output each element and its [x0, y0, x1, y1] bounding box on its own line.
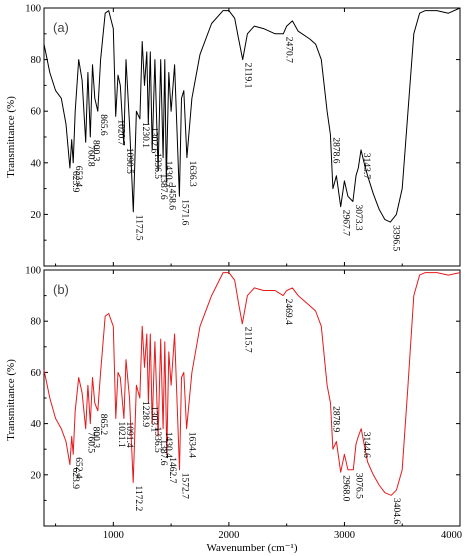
peak-label: 1430.5	[163, 161, 173, 187]
peak-label: 3143.7	[361, 153, 371, 179]
panel-label-a: (a)	[53, 20, 69, 35]
peak-label: 623.9	[70, 468, 80, 490]
peak-label: 1458.6	[166, 184, 176, 210]
peak-label: 3396.5	[390, 225, 400, 251]
peak-label: 1230.1	[140, 122, 150, 148]
x-axis-title: Wavenumber (cm⁻¹)	[207, 542, 298, 554]
peak-label: 1430.4	[163, 432, 173, 458]
x-tick-label: 3000	[334, 530, 355, 541]
peak-label: 800.3	[90, 427, 100, 449]
peak-label: 1172.2	[133, 486, 143, 512]
spectrum-line-b	[43, 272, 461, 496]
peak-label: 865.2	[98, 414, 108, 436]
peak-label: 3404.6	[391, 498, 401, 524]
peak-label: 2119.1	[243, 63, 253, 89]
y-axis-title-top: Transmittance (%)	[5, 96, 17, 178]
peak-label: 760.8	[86, 145, 96, 167]
peak-label: 2469.4	[283, 299, 293, 325]
peak-label: 1462.7	[167, 457, 177, 483]
y-tick-label: 80	[31, 317, 42, 328]
peak-label: 1387.6	[158, 174, 168, 200]
peak-label: 3073.3	[353, 205, 363, 231]
peak-label: 1172.5	[133, 215, 143, 241]
y-tick-label: 40	[31, 158, 42, 169]
peak-label: 1571.6	[179, 199, 189, 225]
peak-label: 2470.7	[283, 37, 293, 63]
peak-label: 1336.5	[152, 153, 162, 179]
peak-label: 1091.4	[124, 422, 134, 448]
peak-label: 800.3	[90, 140, 100, 162]
peak-label: 1387.6	[158, 439, 168, 465]
x-tick-label: 2000	[218, 530, 239, 541]
x-tick-label: 4000	[441, 530, 462, 541]
y-tick-label: 80	[31, 55, 42, 66]
peak-label: 1228.9	[140, 401, 150, 427]
peak-label: 1021.1	[116, 422, 126, 448]
peak-label: 865.6	[98, 114, 108, 136]
peak-label: 2967.7	[341, 210, 351, 236]
x-tick-label: 1000	[103, 530, 124, 541]
peak-label: 2878.6	[330, 137, 340, 163]
peak-label: 652.4	[73, 457, 83, 479]
peak-label: 760.5	[86, 432, 96, 454]
peak-label: 1572.7	[180, 473, 190, 499]
peak-label: 652.4	[73, 166, 83, 188]
peak-label: 2878.9	[331, 406, 341, 432]
panel-b: 20 40 60 80 100 1000 2000 3000 4000 (b) 623.9652.4…	[25, 266, 462, 542]
y-tick-label: 60	[31, 107, 42, 118]
peak-label: 1302.6	[148, 127, 158, 153]
peak-label: 623.9	[70, 171, 80, 193]
y-tick-label: 20	[31, 470, 42, 481]
peak-label: 3076.5	[353, 473, 363, 499]
panel-label-b: (b)	[53, 282, 69, 297]
peak-label: 2115.7	[242, 327, 252, 353]
peak-label: 3144.6	[361, 432, 371, 458]
y-tick-label: 60	[31, 368, 42, 379]
y-tick-label: 20	[31, 210, 42, 221]
y-tick-label: 100	[25, 266, 41, 277]
y-tick-label: 40	[31, 419, 42, 430]
peak-label: 1336.5	[152, 427, 162, 453]
y-tick-label: 100	[25, 4, 41, 15]
peak-label: 1020.7	[116, 119, 126, 145]
peak-label: 1634.4	[187, 432, 197, 458]
peak-label: 1636.3	[187, 161, 197, 187]
peak-label: 1303.1	[148, 406, 158, 432]
peak-label: 2968.0	[341, 475, 351, 501]
y-axis-title-bottom: Transmittance (%)	[5, 359, 17, 441]
peak-label: 1090.5	[124, 148, 134, 174]
spectrum-line-a	[43, 7, 461, 223]
